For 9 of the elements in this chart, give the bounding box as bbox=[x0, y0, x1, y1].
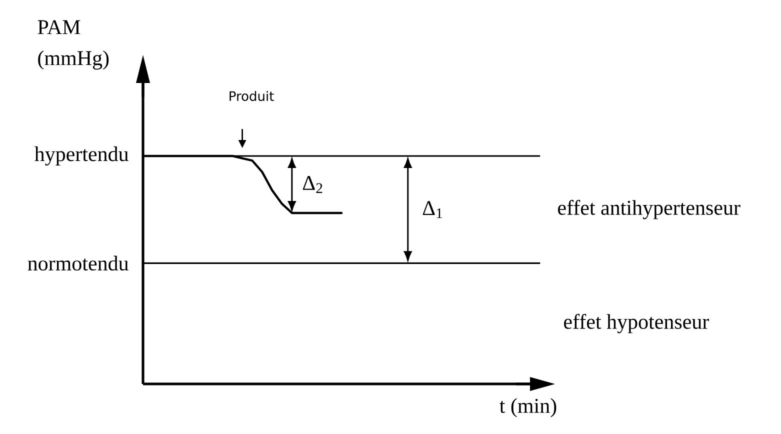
annotation: Δ$_{2}$ bbox=[302, 176, 322, 193]
ref-line-label: normotendu bbox=[28, 256, 128, 271]
text: Δ$_{1}$ bbox=[422, 201, 442, 218]
text: t (min) bbox=[500, 398, 556, 418]
text: effet hypotenseur bbox=[564, 314, 709, 334]
y-axis-title: PAM (mmHg) bbox=[38, 20, 109, 70]
text: Produit bbox=[230, 90, 274, 102]
ref-line-label: hypertendu bbox=[34, 146, 128, 166]
text: effet antihypertenseur bbox=[558, 200, 740, 220]
